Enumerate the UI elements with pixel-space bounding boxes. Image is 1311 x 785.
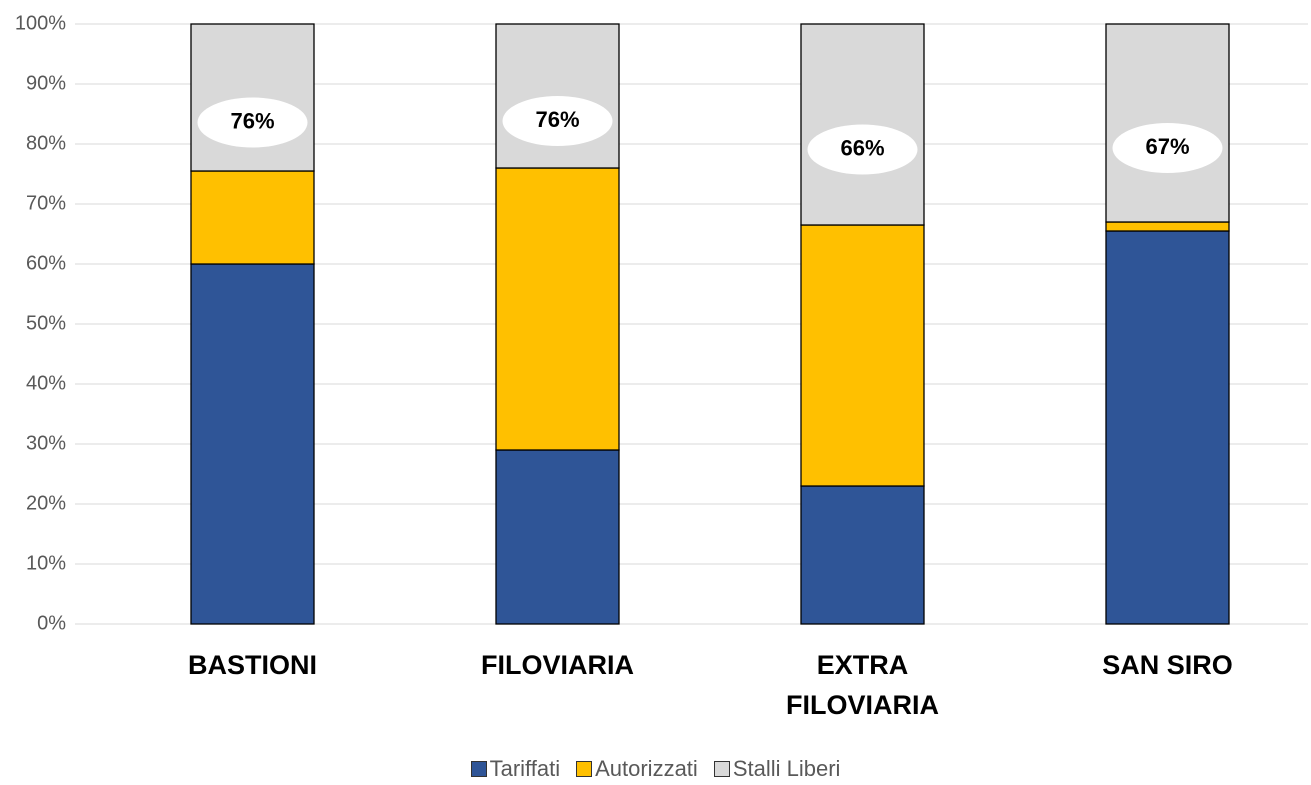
x-tick-label: BASTIONI <box>187 650 317 680</box>
total-label: 76% <box>230 108 274 133</box>
total-label-bg <box>197 97 308 148</box>
y-tick-label: 50% <box>26 312 66 334</box>
bar-segment <box>190 170 315 265</box>
total-label-bg <box>502 96 613 146</box>
legend: Tariffati Autorizzati Stalli Liberi <box>0 756 1311 782</box>
y-tick-label: 60% <box>26 252 66 274</box>
legend-label: Autorizzati <box>595 756 698 781</box>
total-label: 76% <box>535 107 579 132</box>
bar-segment <box>800 224 925 487</box>
total-label-bg <box>807 124 918 175</box>
bar-segment <box>495 167 620 451</box>
legend-swatch <box>470 761 487 777</box>
bar-segment <box>495 449 620 625</box>
legend-swatch <box>576 761 593 777</box>
bar-segment <box>1105 221 1230 232</box>
legend-item: Stalli Liberi <box>713 756 841 782</box>
y-tick-label: 90% <box>26 72 66 94</box>
y-tick-label: 100% <box>15 12 66 34</box>
y-tick-label: 10% <box>26 552 66 574</box>
legend-label: Stalli Liberi <box>732 756 841 781</box>
total-label: 66% <box>840 135 884 160</box>
y-tick-label: 0% <box>37 612 66 634</box>
y-tick-label: 20% <box>26 492 66 514</box>
legend-item: Tariffati <box>470 756 561 782</box>
total-label: 67% <box>1145 134 1189 159</box>
y-tick-label: 80% <box>26 132 66 154</box>
bar-segment <box>800 485 925 625</box>
x-tick-label: FILOVIARIA <box>481 650 634 680</box>
x-tick-label: EXTRA FILOVIARIA <box>786 650 939 720</box>
x-tick-label: SAN SIRO <box>1102 650 1233 680</box>
bar-segment <box>190 263 315 625</box>
y-tick-label: 30% <box>26 432 66 454</box>
total-label-bg <box>1112 123 1223 173</box>
legend-label: Tariffati <box>489 756 561 781</box>
bar-segment <box>1105 230 1230 625</box>
y-tick-label: 40% <box>26 372 66 394</box>
y-tick-label: 70% <box>26 192 66 214</box>
legend-swatch <box>713 761 730 777</box>
legend-item: Autorizzati <box>576 756 698 782</box>
